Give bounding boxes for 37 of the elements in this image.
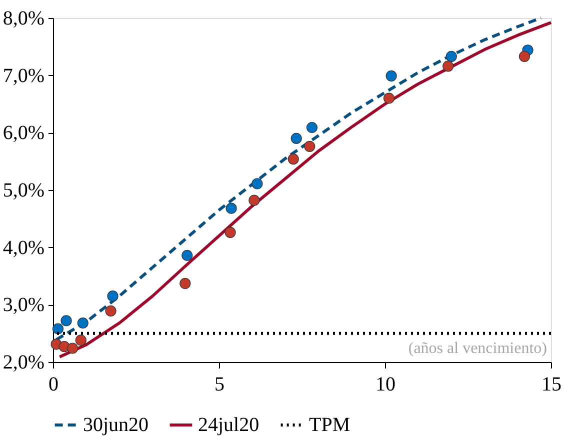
legend-label: 24jul20 (198, 414, 260, 436)
point (67, 342, 78, 354)
point (383, 92, 395, 104)
y-tick-label: 3,0% (2, 294, 44, 316)
annotation: (años al vencimiento) (408, 340, 547, 357)
point (304, 140, 316, 152)
point (386, 70, 397, 82)
y-tick-label: 7,0% (2, 64, 44, 87)
x-tick-label: 10 (376, 374, 396, 396)
point (248, 194, 260, 206)
point (52, 323, 64, 334)
point (107, 290, 118, 302)
point (442, 60, 454, 72)
y-tick-label: 4,0% (2, 236, 44, 259)
y-tick-label: 2,0% (2, 352, 44, 374)
point (290, 132, 302, 144)
x-tick-label: 5 (214, 374, 224, 396)
point (180, 278, 191, 289)
y-tick-label: 6,0% (2, 122, 44, 144)
point (182, 250, 193, 261)
legend-label: 30jun20 (83, 414, 149, 436)
x-tick-label: 0 (48, 374, 58, 396)
x-tick-label: 15 (542, 374, 562, 396)
point (306, 122, 318, 134)
point (288, 154, 299, 165)
point (252, 178, 263, 190)
point (224, 226, 236, 238)
point (446, 50, 457, 62)
point (75, 334, 86, 346)
point (60, 315, 72, 326)
y-tick-label: 5,0% (2, 180, 44, 202)
point (518, 50, 530, 62)
legend-label: TPM (309, 414, 350, 436)
point (105, 305, 116, 317)
point (77, 317, 88, 329)
y-tick-label: 8,0% (2, 8, 44, 30)
point (226, 202, 237, 214)
